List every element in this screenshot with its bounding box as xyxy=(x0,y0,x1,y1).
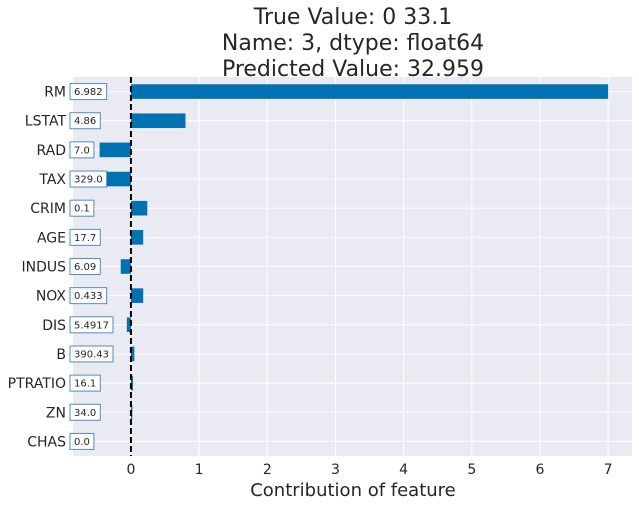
feature-value-text: 6.09 xyxy=(74,262,96,273)
bar-crim xyxy=(130,200,148,216)
chart-title: True Value: 0 33.1 Name: 3, dtype: float… xyxy=(222,5,484,82)
feature-value-label-ptratio: 16.1 xyxy=(69,374,101,392)
feature-value-box xyxy=(69,112,101,130)
bar-indus xyxy=(120,259,131,274)
x-tick-4: 4 xyxy=(399,462,408,478)
feature-value-box xyxy=(69,170,108,188)
feature-value-box xyxy=(69,258,101,275)
feature-value-text: 5.4917 xyxy=(74,320,109,331)
x-tick-6: 6 xyxy=(536,462,545,478)
y-tick-b: B xyxy=(56,347,66,363)
feature-value-labels: 6.982 4.86 7.0 329.0 0.1 17.7 6.09 0.433 5.4917 3… xyxy=(69,83,114,450)
y-tick-labels: RM LSTAT RAD TAX CRIM AGE INDUS NOX DIS B PTRATIO Z… xyxy=(8,85,67,451)
y-tick-rm: RM xyxy=(44,85,66,101)
x-tick-5: 5 xyxy=(467,462,476,478)
feature-value-label-tax: 329.0 xyxy=(69,170,108,188)
bar-b xyxy=(130,346,135,362)
y-tick-indus: INDUS xyxy=(21,260,66,276)
bar-rad xyxy=(99,142,131,158)
bar-nox xyxy=(130,288,144,303)
feature-value-label-rad: 7.0 xyxy=(69,141,95,159)
feature-value-text: 4.86 xyxy=(74,116,96,127)
feature-value-label-indus: 6.09 xyxy=(69,258,101,275)
feature-value-label-age: 17.7 xyxy=(69,228,101,246)
feature-value-label-zn: 34.0 xyxy=(69,403,101,421)
feature-value-label-chas: 0.0 xyxy=(69,432,95,450)
y-tick-dis: DIS xyxy=(42,318,66,334)
feature-value-text: 0.433 xyxy=(74,291,103,302)
feature-value-text: 329.0 xyxy=(74,175,103,186)
bar-lstat xyxy=(130,113,186,129)
feature-value-box xyxy=(69,228,101,246)
x-tick-labels: 0 1 2 3 4 5 6 7 xyxy=(126,462,612,478)
x-tick-1: 1 xyxy=(195,462,204,478)
y-tick-tax: TAX xyxy=(38,172,66,188)
grid-lines xyxy=(73,77,632,456)
feature-value-text: 0.0 xyxy=(74,437,90,448)
y-tick-age: AGE xyxy=(37,230,66,246)
feature-value-box xyxy=(69,83,108,101)
bar-dis xyxy=(126,317,131,333)
feature-value-text: 7.0 xyxy=(74,145,90,156)
feature-value-label-nox: 0.433 xyxy=(69,287,108,305)
y-tick-lstat: LSTAT xyxy=(25,114,67,130)
y-tick-chas: CHAS xyxy=(27,434,66,450)
y-tick-nox: NOX xyxy=(36,289,67,305)
feature-value-label-b: 390.43 xyxy=(69,345,114,363)
feature-value-text: 0.1 xyxy=(74,204,90,215)
feature-value-box xyxy=(69,287,108,305)
feature-value-text: 34.0 xyxy=(74,408,96,419)
feature-value-label-dis: 5.4917 xyxy=(69,316,114,334)
feature-value-box xyxy=(69,141,95,159)
feature-value-box xyxy=(69,199,95,217)
y-tick-ptratio: PTRATIO xyxy=(8,376,66,392)
feature-value-box xyxy=(69,345,114,363)
feature-value-label-rm: 6.982 xyxy=(69,83,108,101)
feature-value-box xyxy=(69,403,101,421)
bar-tax xyxy=(103,171,131,187)
bar-rm xyxy=(130,84,609,99)
bar-age xyxy=(130,230,144,245)
feature-value-text: 390.43 xyxy=(74,349,109,360)
feature-value-box xyxy=(69,316,114,334)
bar-ptratio xyxy=(130,375,133,391)
title-line-true-value: True Value: 0 33.1 xyxy=(253,5,453,30)
feature-value-text: 17.7 xyxy=(74,233,96,244)
y-tick-zn: ZN xyxy=(46,405,66,421)
x-tick-3: 3 xyxy=(331,462,340,478)
feature-value-text: 16.1 xyxy=(74,379,96,390)
feature-value-box xyxy=(69,374,101,392)
y-tick-rad: RAD xyxy=(36,143,66,159)
x-tick-0: 0 xyxy=(126,462,135,478)
x-tick-2: 2 xyxy=(263,462,272,478)
x-axis-label: Contribution of feature xyxy=(250,480,456,501)
x-tick-7: 7 xyxy=(604,462,613,478)
bars xyxy=(99,84,609,420)
feature-value-box xyxy=(69,432,95,450)
feature-value-label-crim: 0.1 xyxy=(69,199,95,217)
feature-value-text: 6.982 xyxy=(74,87,103,98)
feature-value-label-lstat: 4.86 xyxy=(69,112,101,130)
y-tick-crim: CRIM xyxy=(30,201,66,217)
title-line-name-dtype: Name: 3, dtype: float64 xyxy=(222,31,484,56)
